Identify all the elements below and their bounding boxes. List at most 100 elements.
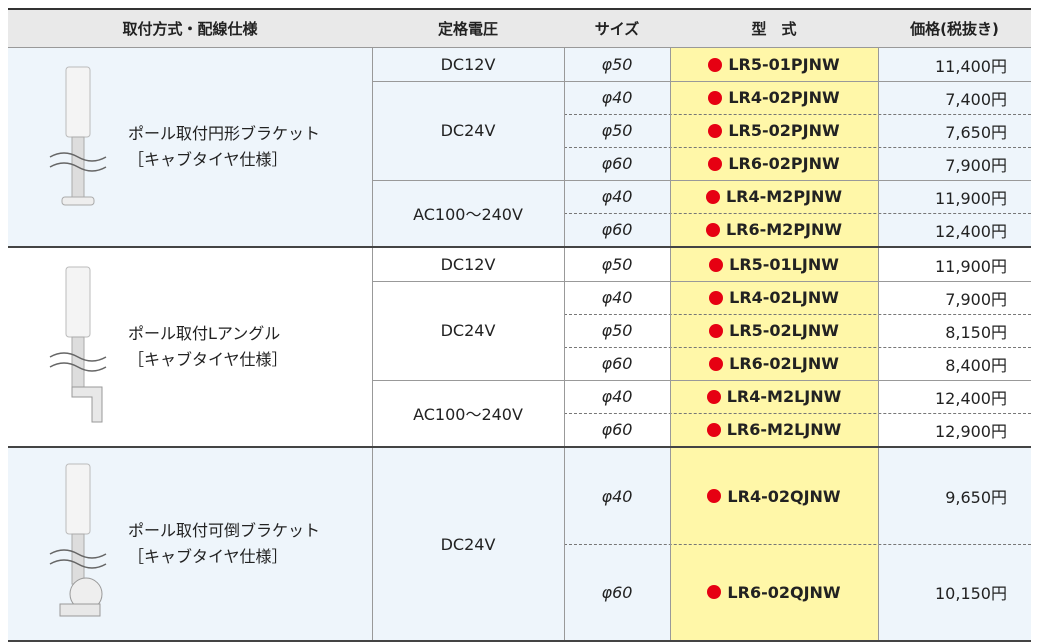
bullet [709,290,724,305]
bullet [708,123,723,138]
image-cell [48,459,108,629]
size-cell-text: φ60 [601,354,633,373]
model-text: LR4-M2LJNW [726,387,842,406]
rule [372,281,1031,282]
rule [372,81,1031,82]
rule [372,248,373,446]
header-bg [8,8,1031,48]
model-cell: LR6-02QJNW [670,544,878,640]
image-cell [48,262,108,432]
rule [564,114,1031,115]
product-table: 取付方式・配線仕様 定格電圧 サイズ 型 式 価格(税抜き) ポール取付円形ブラケット ［… [8,8,1031,642]
mounting-cell: ポール取付Lアングル ［キャブタイヤ仕様］ [128,248,368,446]
bullet [706,422,721,437]
mounting-text: ［キャブタイヤ仕様］ [128,150,288,169]
voltage-cell: AC100～240V [372,380,564,446]
model-cell: LR4-02LJNW [670,281,878,314]
header-cell: 型 式 [670,8,878,48]
model-cell: LR6-M2PJNW [670,213,878,246]
model-text: LR4-02LJNW [729,288,839,307]
size-cell: φ60 [564,213,670,246]
size-cell: φ40 [564,380,670,413]
price-cell-text: 12,400円 [935,221,1007,241]
rule [8,47,1031,48]
rule [8,246,1031,248]
mounting-cell: ポール取付円形ブラケット ［キャブタイヤ仕様］ [128,48,368,246]
size-cell-text: φ40 [601,486,633,506]
size-cell: φ60 [564,544,670,640]
size-cell: φ40 [564,180,670,213]
size-cell: φ50 [564,248,670,281]
price-cell-text: 7,650円 [945,122,1007,142]
price-cell-text: 11,400円 [935,56,1007,76]
model-text: LR4-02QJNW [727,486,841,506]
model-text: LR6-02QJNW [727,582,841,602]
rule [564,347,1031,348]
voltage-cell-text: DC12V [440,55,496,74]
header-cell-text: 定格電圧 [437,19,498,38]
rule [878,448,879,640]
bullet [709,257,724,272]
mounting-cell: ポール取付可倒ブラケット ［キャブタイヤ仕様］ [128,448,368,640]
rule [372,448,373,640]
voltage-cell: DC12V [372,48,564,81]
price-cell: 12,400円 [878,380,1031,413]
model-cell: LR6-02PJNW [670,147,878,180]
rule [670,448,671,640]
bullet [707,489,722,503]
rule [670,248,671,446]
price-cell: 7,900円 [878,281,1031,314]
rule [372,180,1031,181]
rule [564,448,565,640]
rule [564,147,1031,148]
size-cell-text: φ60 [601,220,633,239]
model-cell: LR5-02PJNW [670,114,878,147]
model-text: LR5-01LJNW [729,255,839,274]
rule [878,48,879,246]
header-cell-text: 価格(税抜き) [910,19,999,38]
header-cell-text: 型 式 [751,19,797,38]
price-cell-text: 9,650円 [945,488,1007,507]
price-cell: 12,900円 [878,413,1031,446]
header-cell: サイズ [564,8,670,48]
model-cell: LR5-01PJNW [670,48,878,81]
header-cell: 価格(税抜き) [878,8,1031,48]
price-cell: 12,400円 [878,213,1031,246]
bullet [708,156,723,171]
size-cell-text: φ60 [601,420,633,439]
size-cell: φ60 [564,413,670,446]
price-cell-text: 7,900円 [945,155,1007,175]
model-text: LR4-M2PJNW [725,187,843,206]
model-text: LR5-01PJNW [728,55,840,74]
bullet [708,57,723,72]
price-cell: 11,900円 [878,180,1031,213]
size-cell-text: φ50 [601,321,633,340]
price-cell: 9,650円 [878,448,1031,544]
size-cell: φ40 [564,281,670,314]
size-cell-text: φ60 [601,582,633,602]
price-cell-text: 10,150円 [935,584,1007,603]
price-cell: 8,400円 [878,347,1031,380]
mounting-text: ［キャブタイヤ仕様］ [128,350,288,369]
rule [8,8,1031,10]
rule [564,544,1031,545]
size-cell: φ50 [564,114,670,147]
size-cell: φ50 [564,48,670,81]
voltage-cell-text: AC100～240V [413,205,523,224]
model-cell: LR4-M2LJNW [670,380,878,413]
product-image [49,266,107,423]
rule [564,213,1031,214]
price-cell-text: 11,900円 [935,256,1007,276]
model-text: LR6-M2LJNW [726,420,842,439]
header-cell-text: 取付方式・配線仕様 [122,19,258,38]
bullet [705,189,720,204]
rule [8,640,1031,642]
price-cell: 7,650円 [878,114,1031,147]
price-cell-text: 12,900円 [935,421,1007,441]
price-cell: 10,150円 [878,544,1031,640]
model-text: LR5-02PJNW [728,121,840,140]
size-cell-text: φ40 [601,88,633,107]
model-text: LR5-02LJNW [729,321,839,340]
header-cell: 定格電圧 [372,8,564,48]
size-cell-text: φ40 [601,387,633,406]
